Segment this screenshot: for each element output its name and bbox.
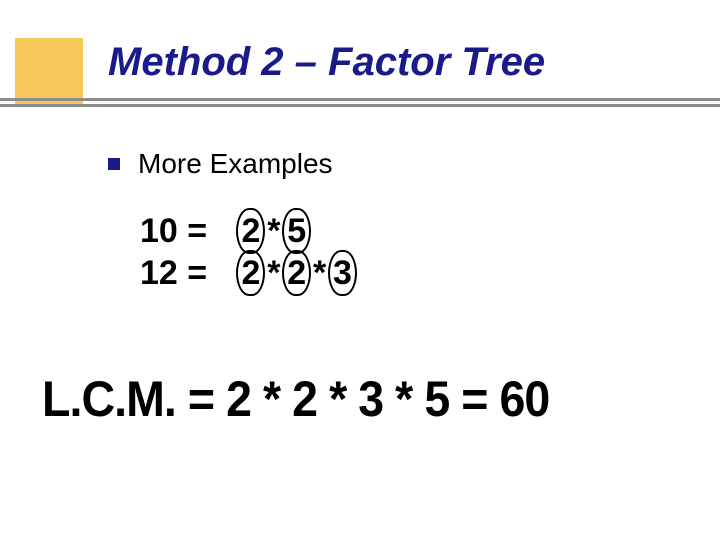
bullet-square-icon bbox=[108, 158, 120, 170]
factorization-row: 10 = 2 * 5 bbox=[140, 210, 352, 252]
operator: * bbox=[267, 253, 280, 294]
factorization-lhs: 12 = bbox=[140, 253, 232, 294]
prime-factor-circled: 2 bbox=[241, 253, 260, 294]
prime-factor-circled: 2 bbox=[287, 253, 306, 294]
header-rule-top bbox=[0, 98, 720, 101]
slide-title: Method 2 – Factor Tree bbox=[108, 40, 545, 85]
lcm-result: L.C.M. = 2 * 2 * 3 * 5 = 60 bbox=[42, 370, 549, 428]
prime-factor-circled: 3 bbox=[333, 253, 352, 294]
bullet-text: More Examples bbox=[138, 148, 333, 180]
operator: * bbox=[313, 253, 326, 294]
bullet-row: More Examples bbox=[108, 148, 333, 180]
factorization-row: 12 = 2 * 2 * 3 bbox=[140, 252, 352, 294]
header-rule-bottom bbox=[0, 104, 720, 107]
factorization-block: 10 = 2 * 512 = 2 * 2 * 3 bbox=[140, 210, 352, 294]
operator: * bbox=[267, 211, 280, 252]
factorization-lhs: 10 = bbox=[140, 211, 232, 252]
prime-factor-circled: 5 bbox=[287, 211, 306, 252]
prime-factor-circled: 2 bbox=[241, 211, 260, 252]
accent-box bbox=[15, 38, 83, 106]
